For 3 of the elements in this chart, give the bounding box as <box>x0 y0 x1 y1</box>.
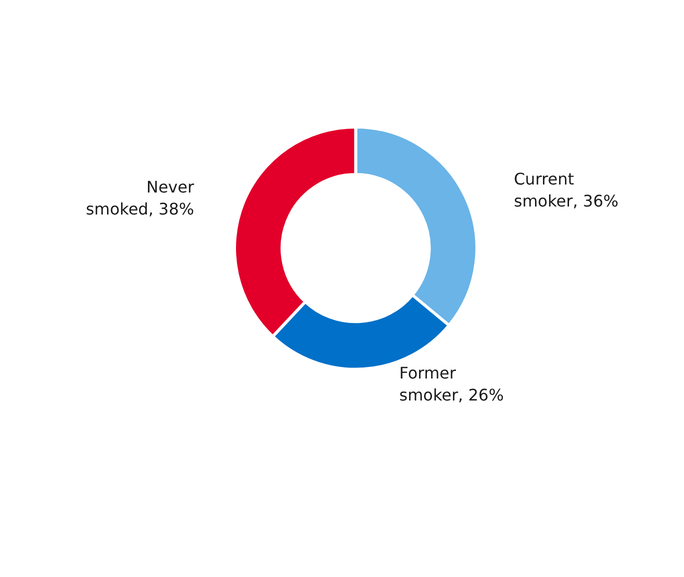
slice-label: Never smoked, 38% <box>86 177 194 218</box>
slice-label: Former smoker, 26% <box>399 364 504 405</box>
slice-label: Current smoker, 36% <box>514 170 618 211</box>
